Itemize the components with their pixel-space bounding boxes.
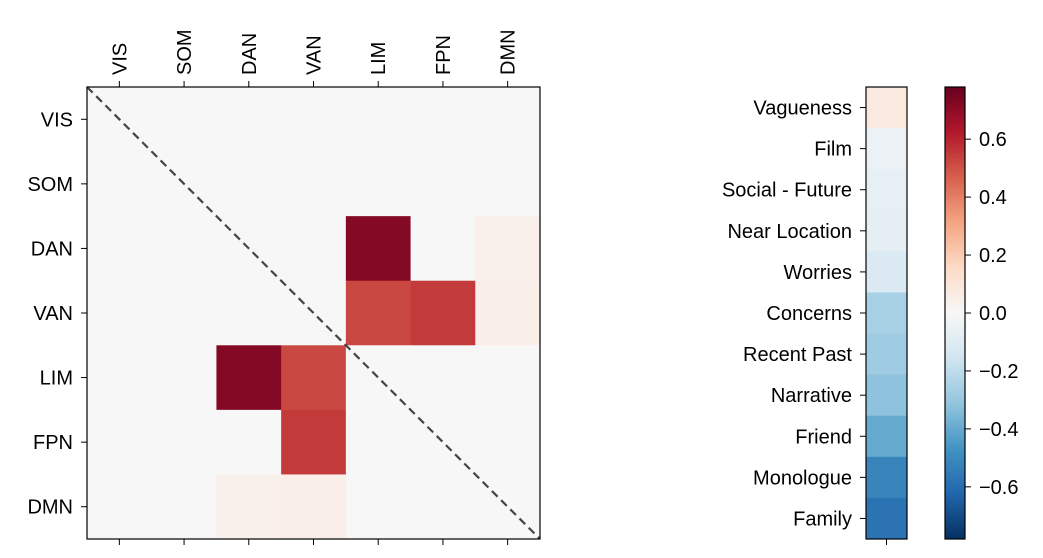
colorbar-tick-label: 0.2 bbox=[979, 245, 1007, 267]
matrix-cell bbox=[281, 151, 347, 217]
matrix-cell bbox=[87, 280, 153, 346]
matrix-cell bbox=[216, 345, 282, 411]
matrix-cell bbox=[281, 409, 347, 475]
matrix-cell bbox=[216, 151, 282, 217]
column-label: LIM bbox=[368, 42, 390, 75]
row-label: DAN bbox=[31, 238, 73, 260]
matrix-cell bbox=[475, 87, 541, 153]
topic-label: Friend bbox=[795, 426, 852, 448]
row-label: DMN bbox=[27, 497, 73, 519]
matrix-cell bbox=[345, 409, 412, 475]
matrix-cell bbox=[281, 474, 347, 540]
matrix-cell bbox=[151, 345, 217, 411]
topic-cell bbox=[866, 497, 907, 540]
matrix-cell bbox=[87, 151, 153, 217]
matrix-cell bbox=[151, 409, 217, 475]
topic-label: Near Location bbox=[727, 221, 852, 243]
topic-cell bbox=[866, 374, 907, 417]
matrix-cell bbox=[281, 216, 347, 282]
matrix-cell bbox=[87, 409, 153, 475]
colorbar-tick-label: −0.2 bbox=[979, 361, 1018, 383]
matrix-cell bbox=[345, 151, 412, 217]
topic-label: Vagueness bbox=[753, 98, 852, 120]
topic-label: Worries bbox=[783, 262, 852, 284]
column-label: SOM bbox=[174, 29, 196, 75]
matrix-cell bbox=[345, 216, 412, 282]
topic-cell bbox=[866, 292, 907, 335]
row-label: VIS bbox=[41, 109, 73, 131]
matrix-cell bbox=[281, 345, 347, 411]
connectivity-matrix: VIS SOM DAN VAN LIM FPN DMN VIS SOM DAN VAN LIM FPN D… bbox=[27, 29, 541, 545]
matrix-cell bbox=[345, 280, 412, 346]
matrix-cell bbox=[410, 280, 476, 346]
colorbar: 0.6 0.4 0.2 0.0 −0.2 −0.4 −0.6 bbox=[944, 86, 1018, 540]
matrix-cell bbox=[475, 345, 541, 411]
topic-label: Film bbox=[814, 139, 852, 161]
matrix-cell bbox=[475, 409, 541, 475]
colorbar-tick-label: −0.6 bbox=[979, 477, 1018, 499]
matrix-cell bbox=[151, 87, 217, 153]
colorbar-fill bbox=[945, 87, 965, 539]
column-label: DMN bbox=[498, 29, 520, 75]
topic-cell bbox=[866, 210, 907, 252]
matrix-cell bbox=[475, 280, 541, 346]
matrix-cell bbox=[216, 87, 282, 153]
matrix-cell bbox=[151, 216, 217, 282]
matrix-cell bbox=[410, 87, 476, 153]
topic-label: Social - Future bbox=[722, 180, 852, 202]
colorbar-tick-label: 0.0 bbox=[979, 303, 1007, 325]
column-label: FPN bbox=[433, 35, 455, 75]
topic-label: Monologue bbox=[753, 467, 852, 489]
topic-cell bbox=[866, 333, 907, 376]
matrix-cell bbox=[410, 474, 476, 540]
matrix-cell bbox=[151, 280, 217, 346]
column-label: VIS bbox=[109, 43, 131, 75]
matrix-cell bbox=[151, 474, 217, 540]
matrix-cell bbox=[475, 151, 541, 217]
row-label: LIM bbox=[40, 368, 73, 390]
matrix-cell bbox=[87, 345, 153, 411]
matrix-cell bbox=[281, 87, 347, 153]
matrix-cell bbox=[345, 87, 412, 153]
colorbar-tick-label: 0.4 bbox=[979, 187, 1007, 209]
topic-cell bbox=[866, 128, 907, 170]
column-label: VAN bbox=[304, 35, 326, 75]
colorbar-tick-label: −0.4 bbox=[979, 419, 1018, 441]
matrix-cell bbox=[475, 216, 541, 282]
row-label: VAN bbox=[33, 303, 73, 325]
topic-cell bbox=[866, 456, 907, 499]
topic-label: Concerns bbox=[766, 303, 852, 325]
topic-label: Narrative bbox=[771, 385, 852, 407]
matrix-cell bbox=[87, 216, 153, 282]
topic-cell bbox=[866, 169, 907, 211]
colorbar-tick-label: 0.6 bbox=[979, 129, 1007, 151]
topic-strip: Vagueness Film Social - Future Near Locatio… bbox=[722, 86, 908, 545]
topic-cell bbox=[866, 87, 907, 129]
topic-label: Recent Past bbox=[743, 344, 852, 366]
column-label: DAN bbox=[239, 33, 261, 75]
matrix-cell bbox=[410, 345, 476, 411]
matrix-cell bbox=[87, 474, 153, 540]
matrix-cell bbox=[410, 151, 476, 217]
matrix-cell bbox=[410, 216, 476, 282]
row-label: FPN bbox=[33, 432, 73, 454]
topic-label: Family bbox=[793, 508, 852, 530]
matrix-cell bbox=[216, 474, 282, 540]
matrix-cell bbox=[345, 474, 412, 540]
row-label: SOM bbox=[27, 174, 73, 196]
topic-cell bbox=[866, 251, 907, 293]
matrix-cell bbox=[216, 409, 282, 475]
diagonal-dashed-line bbox=[86, 86, 541, 540]
topic-cell bbox=[866, 415, 907, 458]
matrix-cell bbox=[216, 280, 282, 346]
